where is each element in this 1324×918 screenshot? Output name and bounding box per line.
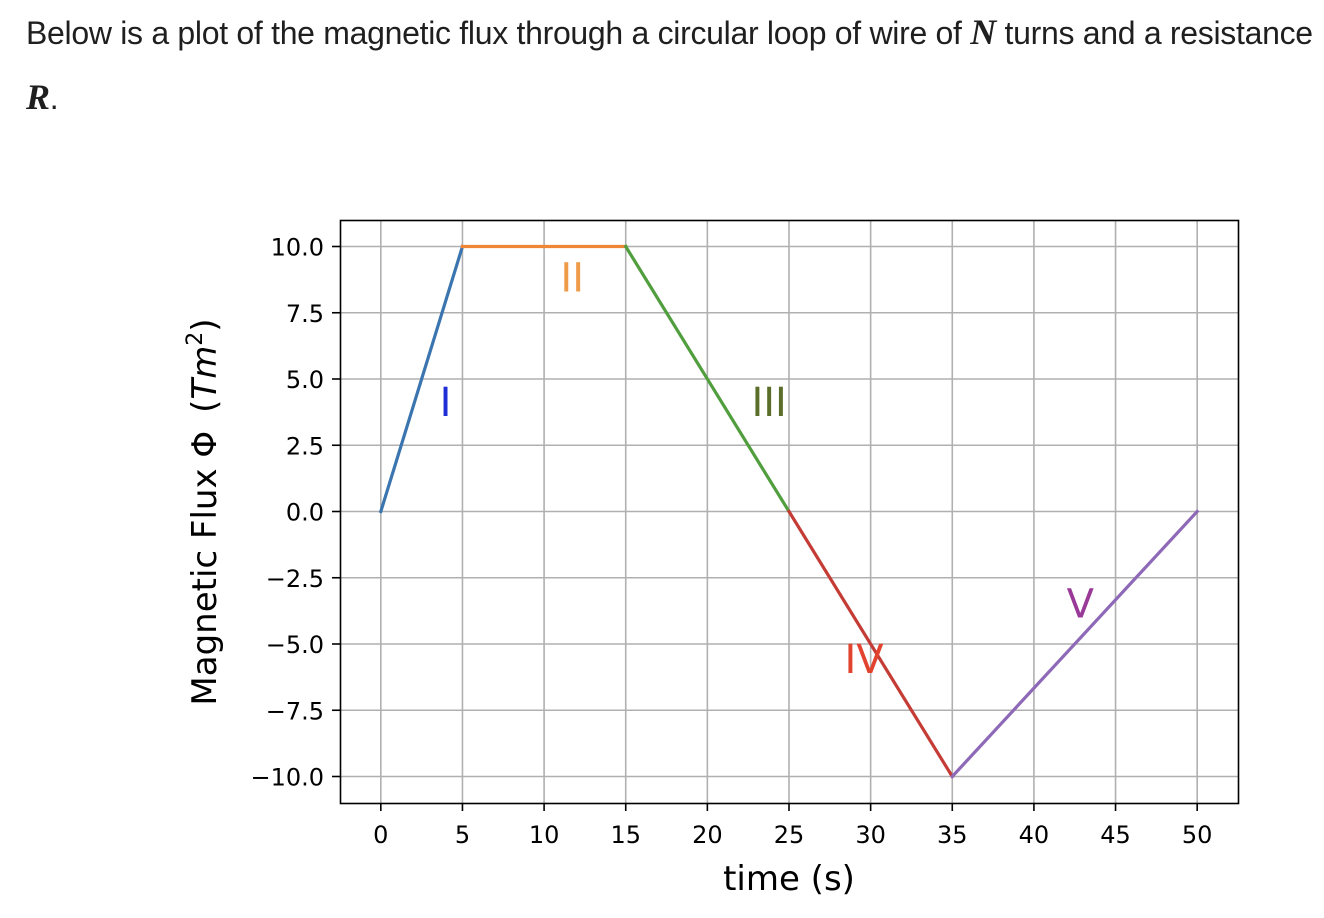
chart-lines — [378, 244, 1200, 779]
y-tick-label: 7.5 — [286, 300, 324, 328]
segment-label-iv: IV — [845, 637, 885, 683]
intro-text-1: Below is a plot of the magnetic flux thr… — [26, 15, 971, 51]
x-tick-label: 5 — [455, 821, 470, 849]
series-line-iii — [623, 244, 792, 514]
x-tick-label: 15 — [610, 821, 641, 849]
x-tick-label: 30 — [855, 821, 886, 849]
intro-text-2: turns and a resistance — [995, 15, 1314, 51]
x-tick-label: 20 — [692, 821, 723, 849]
y-tick-label: 5.0 — [286, 366, 324, 394]
x-tick-label: 0 — [373, 821, 388, 849]
y-tick-label: −10.0 — [250, 764, 324, 792]
x-tick-label: 45 — [1100, 821, 1131, 849]
segment-label-iii: III — [751, 380, 786, 426]
segment-label-ii: II — [560, 256, 584, 302]
series-line-iv — [786, 509, 955, 779]
y-axis-label: Magnetic Flux Φ (Tm2) — [183, 318, 225, 705]
series-line-i — [378, 244, 465, 514]
y-tick-label: −7.5 — [266, 697, 324, 725]
y-tick-label: −2.5 — [266, 565, 324, 593]
x-tick-label: 25 — [774, 821, 805, 849]
y-axis-label-text: Magnetic Flux Φ — [185, 431, 225, 706]
x-axis-label: time (s) — [723, 859, 855, 899]
y-tick-label: 2.5 — [286, 432, 324, 460]
segment-label-i: I — [440, 380, 452, 426]
segment-label-v: V — [1067, 582, 1095, 628]
x-tick-label: 40 — [1019, 821, 1050, 849]
problem-statement: Below is a plot of the magnetic flux thr… — [26, 0, 1316, 130]
x-tick-label: 10 — [529, 821, 560, 849]
chart-ticks: 0 5 10 15 20 25 30 35 40 45 50 10.0 7.5 5.0 2.5 0.0 −2.5… — [250, 234, 1212, 850]
variable-r: R — [26, 77, 50, 117]
y-axis-label-unit-exp: 2 — [183, 332, 208, 346]
y-tick-label: 10.0 — [271, 234, 324, 262]
variable-n: N — [970, 12, 996, 52]
y-tick-label: −5.0 — [266, 631, 324, 659]
series-line-v — [950, 509, 1200, 779]
x-tick-label: 35 — [937, 821, 968, 849]
y-axis-label-close: ) — [185, 318, 225, 331]
y-axis-label-open: ( — [185, 400, 225, 413]
y-tick-label: 0.0 — [286, 499, 324, 527]
x-tick-label: 50 — [1182, 821, 1213, 849]
intro-text-3: . — [49, 80, 59, 116]
y-axis-label-unit: Tm — [185, 346, 225, 400]
